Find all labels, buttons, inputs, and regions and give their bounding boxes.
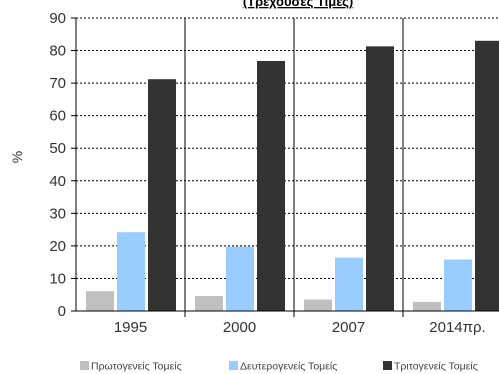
y-tick-label: 80: [49, 43, 66, 60]
legend-swatch: [229, 361, 238, 370]
bar: [475, 40, 499, 312]
legend-swatch: [80, 361, 89, 370]
bar: [335, 257, 363, 311]
x-tick-label: 2007: [332, 319, 365, 336]
x-tick-label: 1995: [114, 319, 147, 336]
legend-label: Τριτογενείς Τομείς: [394, 361, 478, 373]
legend-swatch: [383, 361, 392, 370]
bar: [413, 301, 441, 311]
legend: Πρωτογενείς Τομείς Δευτερογενείς Τομείς Τρ…: [80, 361, 478, 373]
y-tick-label: 50: [49, 140, 66, 157]
x-tick-labels: 1995 2000 2007 2014πρ.: [114, 319, 486, 336]
y-tick-label: 0: [58, 303, 66, 320]
bar: [86, 291, 114, 311]
category-dividers: [184, 18, 404, 317]
legend-label: Δευτερογενείς Τομείς: [240, 361, 337, 373]
bar: [257, 60, 285, 312]
x-tick-label: 2000: [223, 319, 256, 336]
y-tick-label: 90: [49, 10, 66, 27]
bar: [444, 259, 472, 311]
y-tick-label: 10: [49, 270, 66, 287]
bar: [366, 46, 394, 311]
gridlines: [76, 17, 499, 279]
bar: [195, 296, 223, 311]
y-axis-title: %: [9, 151, 25, 163]
y-tick-labels: 0 10 20 30 40 50 60 70 80 90: [49, 10, 76, 320]
bar: [226, 246, 254, 311]
x-tick-label: 2014πρ.: [429, 319, 485, 336]
y-tick-label: 40: [49, 173, 66, 190]
y-tick-label: 30: [49, 205, 66, 222]
bar: [117, 232, 145, 311]
bars: [86, 40, 499, 312]
y-tick-label: 60: [49, 108, 66, 125]
y-tick-label: 70: [49, 75, 66, 92]
bar: [148, 79, 176, 312]
y-tick-label: 20: [49, 238, 66, 255]
bar: [304, 299, 332, 311]
chart-title: (Τρέχουσες Τιμές): [243, 0, 353, 9]
legend-label: Πρωτογενείς Τομείς: [91, 361, 182, 373]
axes: [75, 18, 499, 312]
